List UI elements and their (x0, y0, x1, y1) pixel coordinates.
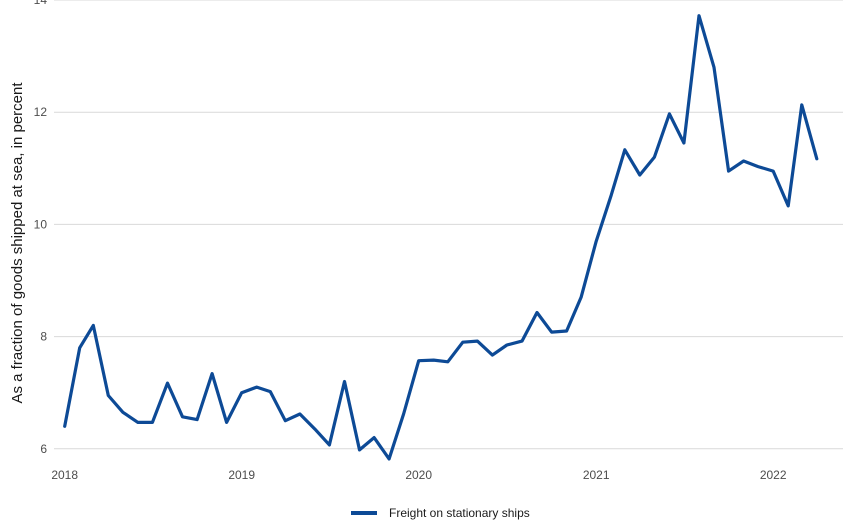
x-tick-label: 2019 (228, 468, 255, 482)
gridlines (54, 0, 843, 450)
series-layer (63, 14, 819, 461)
x-tick-label: 2022 (760, 468, 787, 482)
y-tick-label: 6 (40, 442, 47, 456)
y-axis-label: As a fraction of goods shipped at sea, i… (9, 82, 26, 404)
legend: Freight on stationary ships (351, 506, 530, 520)
x-tick-label: 2018 (51, 468, 78, 482)
legend-label: Freight on stationary ships (389, 506, 530, 520)
y-tick-label: 10 (34, 217, 48, 231)
x-tick-label: 2020 (405, 468, 432, 482)
y-tick-label: 14 (34, 0, 48, 7)
y-tick-label: 8 (40, 330, 47, 344)
x-tick-label: 2021 (583, 468, 610, 482)
y-tick-label: 12 (34, 105, 48, 119)
y-axis-ticks: 6 8 10 12 14 (34, 0, 48, 456)
x-axis-ticks: 2018 2019 2020 2021 2022 (51, 468, 787, 482)
series-line (63, 14, 819, 461)
